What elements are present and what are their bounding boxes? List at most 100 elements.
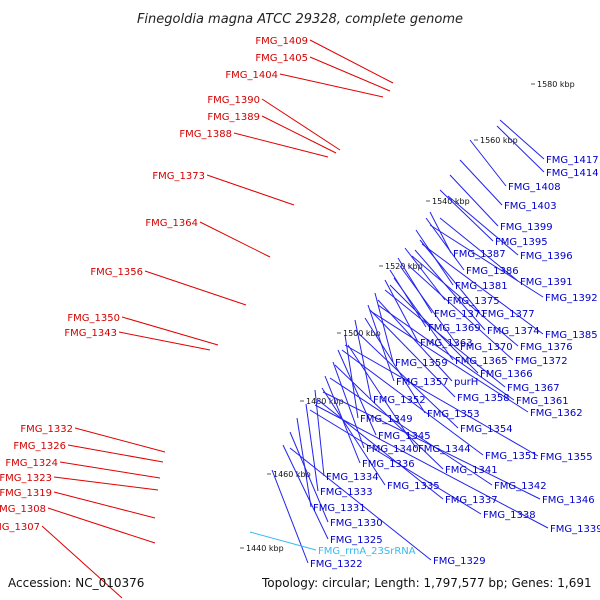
forward-label-leader xyxy=(309,39,394,84)
reverse-label-leader xyxy=(414,249,486,331)
forward-gene-label: FMG_1390 xyxy=(207,95,260,106)
reverse-label-leader xyxy=(337,349,377,436)
reverse-label-leader xyxy=(374,292,394,363)
kbp-label: 1580 kbp xyxy=(537,80,575,89)
forward-label-leader xyxy=(206,174,295,206)
reverse-label-leader xyxy=(499,119,545,160)
reverse-gene-label: FMG_1325 xyxy=(330,535,383,546)
forward-label-leader xyxy=(47,507,156,544)
kbp-label: 1540 kbp xyxy=(432,197,470,206)
reverse-gene-label: FMG_1372 xyxy=(515,356,568,367)
reverse-label-leader xyxy=(384,289,506,388)
reverse-gene-label: FMG_1403 xyxy=(504,201,557,212)
forward-gene-label: FMG_1326 xyxy=(13,441,66,452)
reverse-label-leader xyxy=(317,399,444,500)
reverse-gene-label: FMG_1359 xyxy=(395,358,448,369)
forward-gene-label: FMG_1388 xyxy=(179,129,232,140)
forward-label-leader xyxy=(233,132,329,158)
reverse-label-leader xyxy=(421,243,544,335)
forward-gene-label: FMG_1308 xyxy=(0,504,46,515)
reverse-label-leader xyxy=(289,431,329,523)
kbp-ticks: 1440 kbp 1460 kbp 1480 kbp 1500 kbp 1520 kbp… xyxy=(240,80,575,553)
reverse-gene-label: FMG_1322 xyxy=(310,559,363,570)
summary-text: Topology: circular; Length: 1,797,577 bp… xyxy=(261,576,592,590)
reverse-gene-label: FMG_1339 xyxy=(550,524,600,535)
map-title: Finegoldia magna ATCC 29328, complete ge… xyxy=(137,12,463,27)
reverse-gene-label: FMG_1331 xyxy=(313,503,366,514)
reverse-label-leader xyxy=(344,344,539,457)
reverse-gene-label: FMG_1391 xyxy=(520,277,573,288)
reverse-gene-label: FMG_1341 xyxy=(445,465,498,476)
reverse-label-leader xyxy=(439,189,494,242)
forward-label-leader xyxy=(199,221,271,258)
accession-text: Accession: NC_010376 xyxy=(8,576,144,590)
reverse-gene-label: FMG_1344 xyxy=(418,444,471,455)
reverse-gene-label: FMG_1351 xyxy=(485,451,538,462)
reverse-gene-label: FMG_1385 xyxy=(545,330,598,341)
gene-labels: FMG_1409 FMG_1405 FMG_1404 FMG_1390 FMG_1389… xyxy=(0,36,600,570)
reverse-gene-label: FMG_1335 xyxy=(387,481,440,492)
label-leaders xyxy=(41,39,549,599)
reverse-gene-label: FMG_1371 xyxy=(434,309,487,320)
forward-label-leader xyxy=(53,476,159,491)
reverse-gene-label: FMG_1365 xyxy=(455,356,508,367)
reverse-label-leader xyxy=(329,377,493,486)
reverse-gene-label: FMG_1376 xyxy=(520,342,573,353)
reverse-gene-label: FMG_1399 xyxy=(500,222,553,233)
reverse-gene-label: FMG_1358 xyxy=(457,393,510,404)
reverse-gene-label: FMG_1374 xyxy=(487,326,540,337)
forward-label-leader xyxy=(41,525,123,599)
reverse-gene-label: FMG_1417 xyxy=(546,155,599,166)
reverse-label-leader xyxy=(411,255,519,347)
kbp-label: 1520 kbp xyxy=(385,262,423,271)
reverse-gene-label: FMG_1346 xyxy=(542,495,595,506)
forward-gene-label: FMG_1307 xyxy=(0,522,40,533)
reverse-gene-label: FMG_1414 xyxy=(546,168,599,179)
forward-gene-label: FMG_1404 xyxy=(225,70,278,81)
reverse-gene-label: FMG_1363 xyxy=(420,338,473,349)
reverse-gene-label: FMG_1392 xyxy=(545,293,598,304)
reverse-label-leader xyxy=(397,257,433,314)
reverse-label-leader xyxy=(341,349,484,456)
reverse-label-leader xyxy=(289,447,432,561)
kbp-label: 1460 kbp xyxy=(273,470,311,479)
forward-label-leader xyxy=(144,270,247,306)
reverse-label-leader xyxy=(384,279,419,343)
forward-gene-label: FMG_1405 xyxy=(255,53,308,64)
reverse-gene-label: FMG_1349 xyxy=(360,414,413,425)
reverse-label-leader xyxy=(449,174,499,227)
reverse-gene-label: FMG_1386 xyxy=(466,266,519,277)
forward-label-leader xyxy=(118,331,211,351)
reverse-label-leader xyxy=(371,311,529,413)
forward-label-leader xyxy=(261,98,341,151)
reverse-gene-label: FMG_1375 xyxy=(447,296,500,307)
forward-label-leader xyxy=(74,427,166,453)
forward-gene-label: FMG_1332 xyxy=(20,424,73,435)
reverse-label-leader xyxy=(354,329,459,429)
reverse-gene-label: FMG_1396 xyxy=(520,251,573,262)
reverse-gene-label: FMG_1362 xyxy=(530,408,583,419)
reverse-gene-label: purH xyxy=(454,377,478,388)
forward-label-leader xyxy=(53,491,156,519)
reverse-label-leader xyxy=(429,224,544,298)
rrna-label-leader xyxy=(249,531,317,551)
reverse-gene-label: FMG_1345 xyxy=(378,431,431,442)
reverse-gene-label: FMG_1408 xyxy=(508,182,561,193)
reverse-label-leader xyxy=(309,409,482,515)
kbp-label: 1480 kbp xyxy=(306,397,344,406)
reverse-gene-label: FMG_1333 xyxy=(320,487,373,498)
forward-gene-label: FMG_1389 xyxy=(207,112,260,123)
reverse-gene-label: FMG_1395 xyxy=(495,237,548,248)
reverse-gene-label: FMG_1369 xyxy=(428,323,481,334)
reverse-label-leader xyxy=(404,247,446,301)
reverse-gene-label: FMG_1355 xyxy=(540,452,593,463)
forward-label-leader xyxy=(279,73,384,98)
forward-label-leader xyxy=(121,316,219,346)
reverse-label-leader xyxy=(429,211,452,254)
reverse-label-leader xyxy=(314,404,549,529)
forward-gene-label: FMG_1373 xyxy=(152,171,205,182)
forward-label-leader xyxy=(309,56,391,92)
reverse-gene-label: FMG_1329 xyxy=(433,556,486,567)
reverse-label-leader xyxy=(369,309,456,398)
kbp-label: 1500 kbp xyxy=(343,329,381,338)
